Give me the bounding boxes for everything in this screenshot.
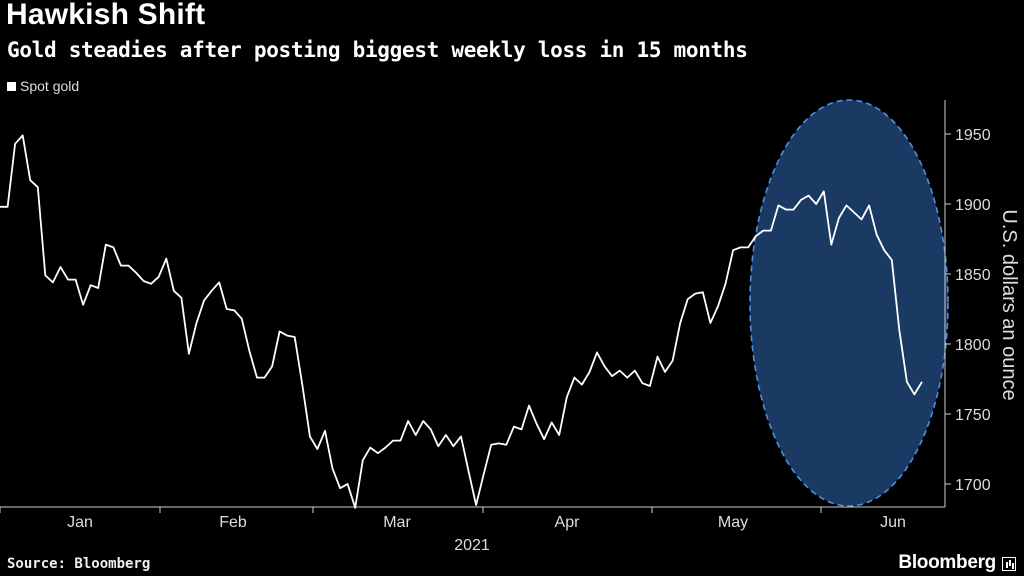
x-tick-label-feb: Feb: [219, 514, 247, 531]
chart-title: Hawkish Shift: [6, 0, 206, 31]
bloomberg-logo-icon: [1002, 557, 1016, 571]
line-layer: [0, 134, 923, 509]
y-tick-label-1950: 1950: [955, 127, 991, 144]
y-tick-label-1800: 1800: [955, 337, 991, 354]
y-axis-title: U.S. dollars an ounce: [998, 209, 1020, 400]
series-line-spot-gold: [0, 134, 923, 509]
axis-layer: 1700 1750 1800 1850 1900 1950 U.S. dollars an …: [0, 100, 1020, 554]
highlight-ellipse: [749, 99, 949, 507]
source-note: Source: Bloomberg: [7, 556, 151, 572]
x-tick-label-apr: Apr: [555, 514, 581, 531]
legend-label-spot-gold: Spot gold: [20, 78, 80, 94]
chart-legend: Spot gold: [7, 78, 79, 94]
brand-logo-text: Bloomberg: [898, 552, 996, 573]
highlight-layer: [749, 99, 949, 507]
x-tick-label-mar: Mar: [383, 514, 411, 531]
y-tick-label-1900: 1900: [955, 197, 991, 214]
x-axis-year-label: 2021: [454, 537, 490, 554]
chart-subtitle: Gold steadies after posting biggest week…: [7, 38, 748, 62]
y-tick-label-1750: 1750: [955, 407, 991, 424]
y-tick-label-1700: 1700: [955, 477, 991, 494]
x-tick-label-jan: Jan: [67, 514, 93, 531]
x-tick-label-may: May: [718, 514, 748, 531]
legend-swatch-spot-gold: [7, 81, 16, 91]
x-tick-label-jun: Jun: [880, 514, 906, 531]
y-tick-label-1850: 1850: [955, 267, 991, 284]
